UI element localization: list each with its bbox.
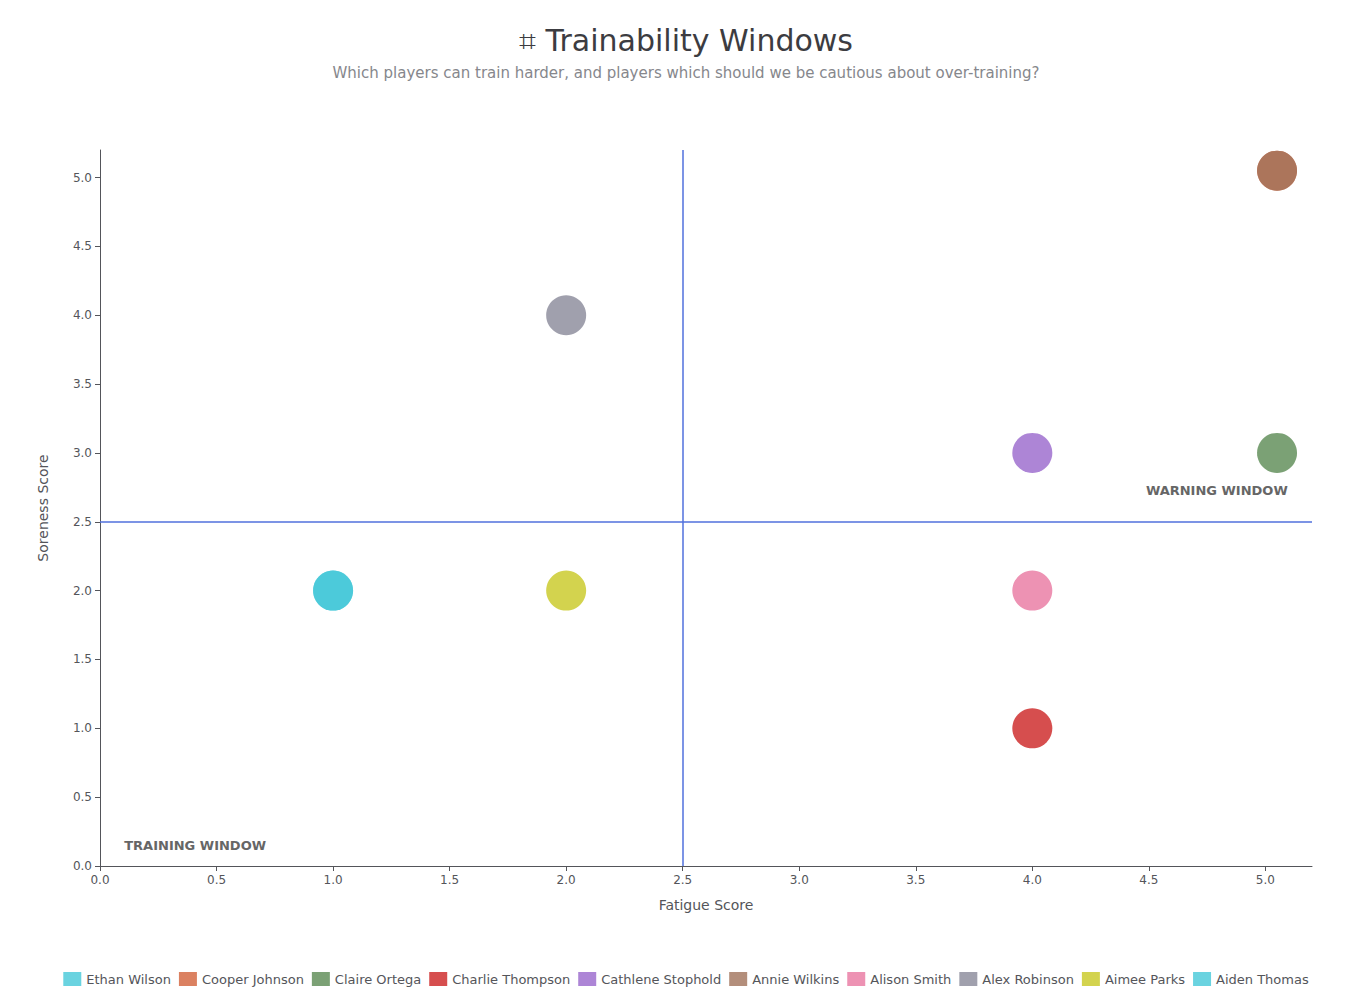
svg-text:Aimee Parks: Aimee Parks	[1105, 972, 1185, 987]
svg-text:Cooper Johnson: Cooper Johnson	[202, 972, 304, 987]
svg-text:3.0: 3.0	[790, 873, 809, 887]
svg-text:Alex Robinson: Alex Robinson	[982, 972, 1074, 987]
svg-text:2.0: 2.0	[557, 873, 576, 887]
svg-text:Soreness Score: Soreness Score	[35, 454, 51, 561]
svg-text:⌗ Trainability Windows: ⌗ Trainability Windows	[519, 23, 853, 58]
svg-text:3.0: 3.0	[73, 446, 92, 460]
svg-text:3.5: 3.5	[73, 377, 92, 391]
svg-text:WARNING WINDOW: WARNING WINDOW	[1146, 483, 1288, 498]
svg-text:0.0: 0.0	[90, 873, 109, 887]
svg-text:4.0: 4.0	[73, 308, 92, 322]
svg-text:3.5: 3.5	[906, 873, 925, 887]
svg-text:5.0: 5.0	[73, 171, 92, 185]
svg-text:4.0: 4.0	[1023, 873, 1042, 887]
svg-text:Fatigue Score: Fatigue Score	[659, 897, 754, 913]
svg-text:Charlie Thompson: Charlie Thompson	[452, 972, 570, 987]
svg-text:2.5: 2.5	[673, 873, 692, 887]
svg-text:2.0: 2.0	[73, 584, 92, 598]
svg-text:2.5: 2.5	[73, 515, 92, 529]
svg-text:Annie Wilkins: Annie Wilkins	[752, 972, 839, 987]
svg-text:0.0: 0.0	[73, 859, 92, 873]
svg-text:Claire Ortega: Claire Ortega	[335, 972, 421, 987]
svg-text:Aiden Thomas: Aiden Thomas	[1216, 972, 1309, 987]
svg-text:4.5: 4.5	[1139, 873, 1158, 887]
svg-text:Cathlene Stophold: Cathlene Stophold	[601, 972, 721, 987]
svg-text:5.0: 5.0	[1256, 873, 1275, 887]
svg-text:0.5: 0.5	[73, 790, 92, 804]
svg-text:4.5: 4.5	[73, 239, 92, 253]
svg-text:0.5: 0.5	[207, 873, 226, 887]
svg-text:1.5: 1.5	[73, 652, 92, 666]
svg-text:1.5: 1.5	[440, 873, 459, 887]
svg-text:Alison Smith: Alison Smith	[870, 972, 951, 987]
svg-text:TRAINING WINDOW: TRAINING WINDOW	[124, 838, 266, 853]
svg-text:Ethan Wilson: Ethan Wilson	[86, 972, 171, 987]
svg-text:1.0: 1.0	[324, 873, 343, 887]
svg-text:1.0: 1.0	[73, 721, 92, 735]
svg-text:Which players can train harder: Which players can train harder, and play…	[333, 64, 1040, 82]
